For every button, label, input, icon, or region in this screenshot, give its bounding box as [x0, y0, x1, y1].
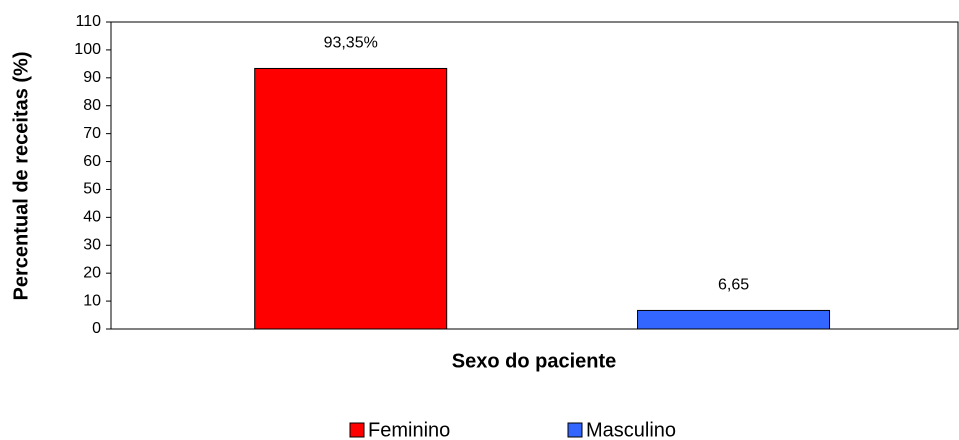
y-tick-label: 30: [83, 236, 101, 253]
data-label: 93,35%: [324, 35, 378, 52]
y-axis-label: Percentual de receitas (%): [10, 52, 32, 301]
y-tick-label: 110: [75, 13, 101, 30]
y-tick-label: 50: [83, 181, 101, 198]
y-tick-label: 0: [92, 320, 101, 337]
y-tick-label: 10: [83, 292, 101, 309]
legend-label: Feminino: [368, 419, 450, 440]
y-tick-label: 20: [83, 264, 101, 281]
legend-swatch: [349, 422, 365, 438]
legend-label: Masculino: [586, 419, 676, 440]
y-tick-label: 60: [83, 153, 101, 170]
y-tick-label: 40: [83, 209, 101, 226]
bar: [637, 309, 831, 330]
y-tick-label: 70: [83, 125, 101, 142]
y-tick-label: 80: [83, 97, 101, 114]
y-tick-label: 90: [83, 69, 101, 86]
legend-swatch: [567, 422, 583, 438]
x-axis-label: Sexo do paciente: [452, 350, 617, 372]
y-tick-label: 100: [74, 41, 101, 58]
bar: [254, 67, 448, 330]
plot-frame: [110, 21, 959, 330]
data-label: 6,65: [718, 277, 749, 294]
